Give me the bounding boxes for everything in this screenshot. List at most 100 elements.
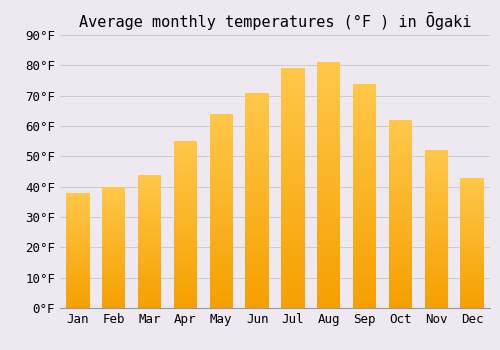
Bar — [246, 195, 268, 198]
Bar — [317, 289, 340, 293]
Bar — [102, 281, 126, 282]
Bar — [460, 210, 483, 212]
Bar — [317, 114, 340, 118]
Bar — [66, 260, 90, 262]
Bar — [282, 302, 304, 305]
Bar — [102, 268, 126, 270]
Bar — [66, 234, 90, 236]
Bar — [102, 287, 126, 288]
Bar — [66, 210, 90, 211]
Bar — [210, 131, 233, 133]
Bar — [210, 184, 233, 187]
Bar — [353, 148, 376, 151]
Bar — [282, 149, 304, 152]
Bar — [389, 223, 412, 226]
Bar — [460, 272, 483, 274]
Bar — [246, 276, 268, 278]
Bar — [460, 233, 483, 235]
Bar — [460, 217, 483, 218]
Bar — [424, 241, 448, 243]
Bar — [424, 154, 448, 156]
Bar — [353, 165, 376, 168]
Bar — [246, 238, 268, 241]
Bar — [460, 258, 483, 259]
Bar — [353, 103, 376, 106]
Bar — [138, 280, 161, 281]
Bar — [246, 95, 268, 98]
Bar — [174, 210, 197, 212]
Bar — [66, 272, 90, 273]
Bar — [389, 226, 412, 228]
Bar — [138, 245, 161, 246]
Bar — [102, 196, 126, 197]
Bar — [460, 184, 483, 186]
Bar — [389, 235, 412, 237]
Bar — [424, 245, 448, 247]
Bar — [174, 260, 197, 262]
Bar — [174, 158, 197, 160]
Bar — [210, 138, 233, 141]
Bar — [424, 237, 448, 239]
Bar — [460, 256, 483, 258]
Bar — [66, 204, 90, 206]
Bar — [424, 199, 448, 202]
Bar — [389, 162, 412, 164]
Bar — [174, 162, 197, 164]
Bar — [66, 296, 90, 298]
Bar — [460, 239, 483, 241]
Bar — [389, 134, 412, 136]
Bar — [353, 173, 376, 176]
Bar — [282, 161, 304, 164]
Bar — [102, 229, 126, 231]
Bar — [424, 253, 448, 255]
Bar — [424, 205, 448, 208]
Bar — [424, 208, 448, 209]
Bar — [353, 212, 376, 215]
Bar — [353, 112, 376, 114]
Bar — [424, 215, 448, 217]
Bar — [424, 162, 448, 164]
Bar — [282, 182, 304, 185]
Bar — [246, 155, 268, 157]
Bar — [246, 173, 268, 176]
Bar — [424, 192, 448, 194]
Bar — [353, 170, 376, 173]
Bar — [353, 128, 376, 131]
Bar — [317, 145, 340, 148]
Bar — [317, 287, 340, 289]
Bar — [210, 274, 233, 276]
Bar — [138, 190, 161, 191]
Bar — [174, 291, 197, 293]
Bar — [353, 244, 376, 246]
Bar — [317, 133, 340, 136]
Bar — [353, 286, 376, 288]
Bar — [66, 230, 90, 232]
Bar — [460, 303, 483, 305]
Bar — [210, 306, 233, 308]
Bar — [138, 188, 161, 190]
Bar — [389, 212, 412, 214]
Bar — [210, 264, 233, 267]
Bar — [460, 287, 483, 288]
Bar — [389, 169, 412, 172]
Bar — [66, 276, 90, 278]
Bar — [66, 224, 90, 226]
Bar — [353, 179, 376, 182]
Bar — [317, 210, 340, 213]
Bar — [138, 240, 161, 241]
Bar — [102, 284, 126, 285]
Bar — [282, 260, 304, 263]
Bar — [138, 298, 161, 300]
Bar — [282, 107, 304, 110]
Bar — [174, 262, 197, 264]
Bar — [66, 266, 90, 268]
Bar — [389, 150, 412, 153]
Bar — [317, 250, 340, 253]
Bar — [460, 182, 483, 184]
Bar — [246, 125, 268, 128]
Bar — [389, 167, 412, 169]
Bar — [282, 272, 304, 275]
Bar — [282, 164, 304, 167]
Bar — [138, 225, 161, 226]
Bar — [138, 258, 161, 260]
